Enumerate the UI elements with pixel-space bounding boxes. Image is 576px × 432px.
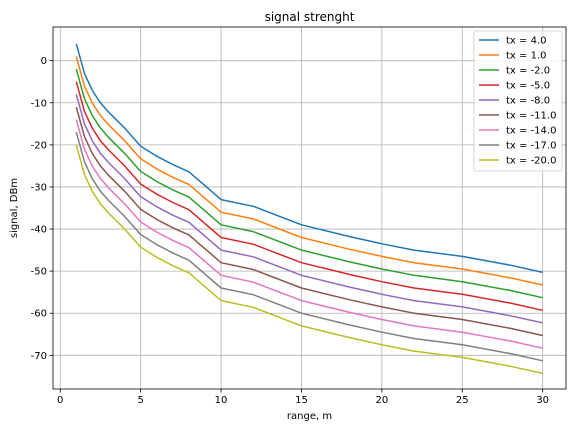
legend-label-5: tx = -11.0: [506, 111, 556, 122]
series-line-3: [75, 81, 543, 312]
x-tick-label: 5: [137, 395, 143, 406]
legend-label-6: tx = -14.0: [506, 126, 556, 137]
legend-label-1: tx = 1.0: [506, 51, 546, 62]
y-tick-label: -60: [31, 309, 47, 320]
series-line-2: [75, 68, 543, 299]
series-line-1: [75, 56, 543, 286]
x-tick-label: 30: [536, 395, 549, 406]
plot-frame: [52, 26, 567, 390]
x-axis-label: range, m: [287, 411, 332, 422]
x-tick-label: 10: [215, 395, 228, 406]
x-axis-ticks: 0 5 10 15 20 25 30: [57, 389, 549, 406]
legend-box: [473, 30, 563, 172]
legend-label-3: tx = -5.0: [506, 81, 550, 92]
series-lines: [75, 43, 543, 375]
chart-title: signal strenght: [265, 10, 355, 24]
series-line-6: [75, 119, 543, 349]
legend-label-7: tx = -17.0: [506, 141, 556, 152]
x-tick-label: 0: [57, 395, 63, 406]
y-tick-label: -10: [31, 98, 47, 109]
y-tick-label: -30: [31, 182, 47, 193]
series-line-7: [75, 132, 543, 362]
x-tick-label: 15: [295, 395, 308, 406]
legend-label-8: tx = -20.0: [506, 156, 556, 167]
y-axis-label: signal, DBm: [9, 178, 20, 238]
y-tick-label: -70: [31, 351, 47, 362]
series-line-8: [75, 144, 543, 375]
series-line-4: [75, 94, 543, 324]
legend-label-2: tx = -2.0: [506, 66, 550, 77]
series-line-0: [75, 43, 543, 274]
y-axis-ticks: 0 -10 -20 -30 -40 -50 -60 -70: [31, 56, 53, 362]
series-line-5: [75, 106, 543, 337]
y-tick-label: -20: [31, 140, 47, 151]
legend-label-4: tx = -8.0: [506, 96, 550, 107]
x-tick-label: 25: [456, 395, 469, 406]
legend-label-0: tx = 4.0: [506, 36, 546, 47]
y-tick-label: 0: [41, 56, 47, 67]
y-tick-label: -50: [31, 267, 47, 278]
legend: tx = 4.0 tx = 1.0 tx = -2.0 tx = -5.0 tx = -…: [473, 30, 563, 172]
y-tick-label: -40: [31, 225, 47, 236]
x-tick-label: 20: [375, 395, 388, 406]
